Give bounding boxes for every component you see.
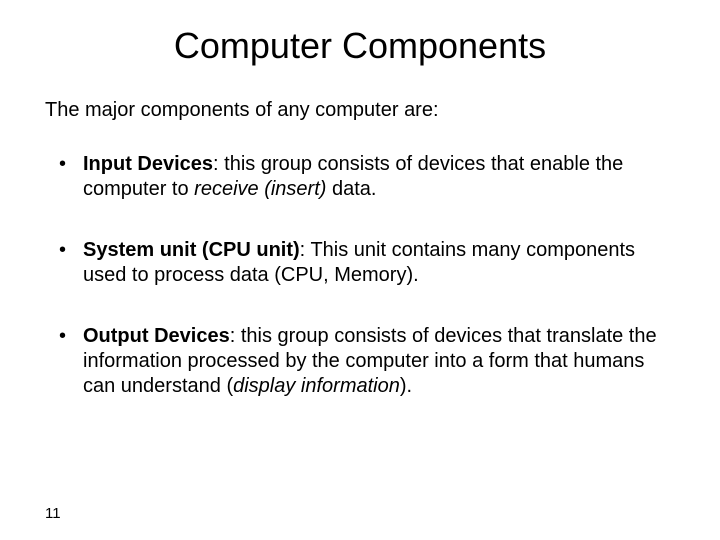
- bullet-colon: :: [213, 153, 224, 175]
- page-number: 11: [45, 505, 61, 522]
- bullet-term: Output Devices: [83, 325, 230, 347]
- bullet-emph: receive (insert): [194, 178, 326, 200]
- bullet-emph: display information: [233, 375, 400, 397]
- bullet-text-b: ).: [400, 375, 412, 397]
- bullet-colon: :: [300, 239, 311, 261]
- bullet-list: Input Devices: this group consists of de…: [45, 152, 675, 399]
- bullet-text-b: data.: [326, 178, 376, 200]
- slide-title: Computer Components: [45, 25, 675, 67]
- bullet-item: Input Devices: this group consists of de…: [59, 152, 675, 202]
- bullet-term: Input Devices: [83, 153, 213, 175]
- intro-text: The major components of any computer are…: [45, 99, 675, 122]
- bullet-item: Output Devices: this group consists of d…: [59, 324, 675, 399]
- bullet-colon: :: [230, 325, 241, 347]
- slide-container: Computer Components The major components…: [0, 0, 720, 540]
- bullet-term: System unit (CPU unit): [83, 239, 300, 261]
- bullet-item: System unit (CPU unit): This unit contai…: [59, 238, 675, 288]
